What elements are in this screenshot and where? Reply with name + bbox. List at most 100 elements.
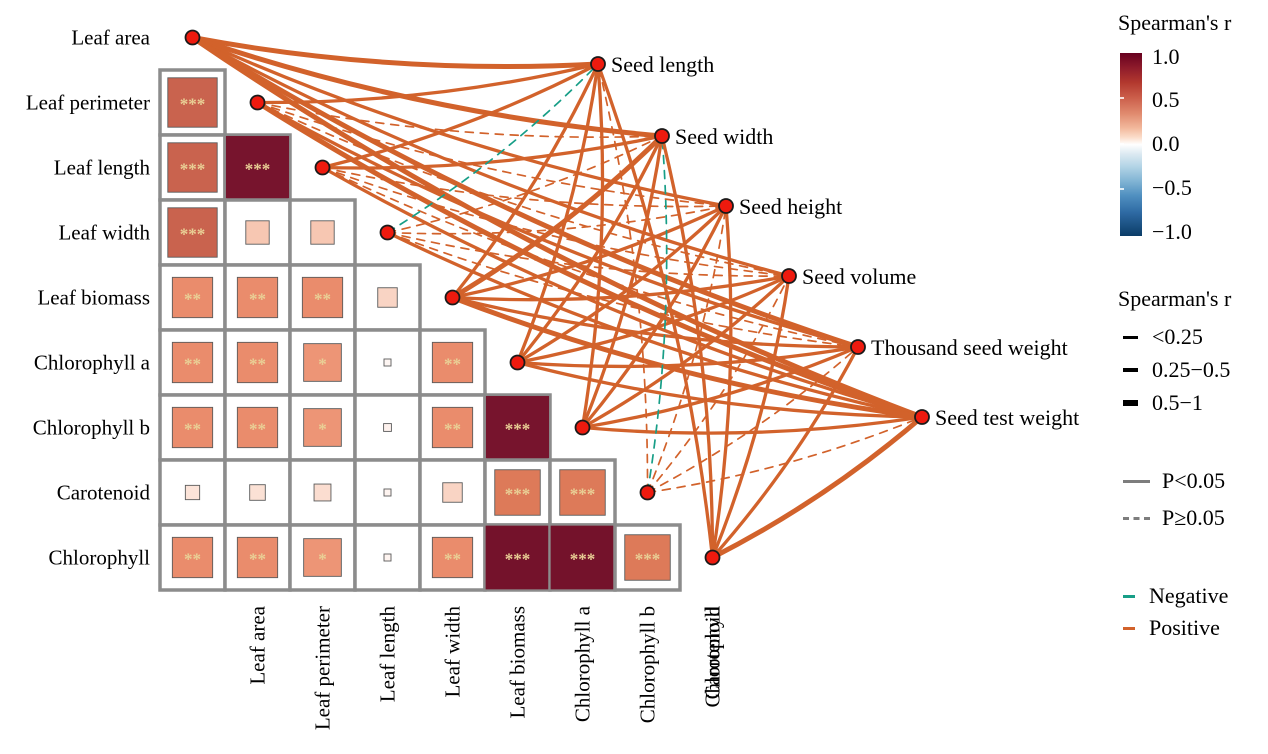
leaf-node-chlorophyll-b	[574, 419, 591, 436]
correlation-link	[597, 63, 649, 494]
seed-node-label: Seed height	[739, 194, 842, 219]
leaf-node-chlorophyll-a	[509, 354, 526, 371]
correlation-link	[515, 345, 860, 369]
colorbar-tickmark	[1120, 143, 1124, 145]
significance-stars: *	[318, 550, 327, 569]
significance-stars: ***	[635, 550, 661, 569]
colorbar-title: Spearman's r	[1118, 10, 1232, 35]
colorbar-tick--0.5: −0.5	[1152, 175, 1192, 200]
colorbar-tick-0.5: 0.5	[1152, 87, 1180, 112]
significance-stars: **	[184, 420, 201, 439]
correlation-link	[580, 134, 664, 430]
colorbar-gradient	[1120, 53, 1142, 236]
correlation-square	[383, 358, 392, 367]
leaf-column-label: Chlorophyll b	[636, 606, 660, 723]
width-legend-label: 0.25−0.5	[1152, 357, 1231, 382]
correlation-square	[245, 220, 270, 245]
colorbar-tick-0.0: 0.0	[1152, 131, 1180, 156]
correlation-square	[167, 207, 218, 258]
correlation-square	[431, 406, 474, 449]
seed-node-thousand-seed-weight	[850, 339, 866, 355]
leaf-column-label: Chlorophyll	[701, 606, 725, 708]
sign-legend-entry: Negative	[1123, 585, 1228, 607]
leaf-row-label: Leaf length	[54, 156, 151, 180]
leaf-node-carotenoid	[639, 484, 656, 501]
correlation-link	[255, 100, 860, 349]
correlation-square	[485, 525, 550, 590]
correlation-link	[580, 345, 860, 430]
correlation-link	[190, 35, 665, 139]
pvalue-legend-label: P≥0.05	[1162, 505, 1225, 530]
correlation-link	[255, 62, 600, 105]
significance-stars: ***	[180, 95, 206, 114]
seed-node-label: Seed volume	[802, 264, 916, 289]
leaf-node-leaf-area	[184, 29, 201, 46]
correlation-square	[171, 341, 214, 384]
seed-node-label: Seed width	[675, 124, 773, 149]
colorbar-tickmark	[1120, 188, 1124, 190]
correlation-link	[515, 204, 728, 365]
correlation-square	[377, 287, 398, 308]
correlation-square	[303, 408, 342, 447]
correlation-link	[190, 35, 601, 70]
leaf-row-label: Leaf width	[58, 221, 150, 245]
correlation-square	[383, 488, 392, 497]
leaf-row-label: Chlorophyll a	[34, 351, 151, 375]
correlation-link	[321, 166, 790, 277]
leaf-node-leaf-width	[379, 224, 396, 241]
correlation-link	[515, 134, 664, 365]
correlation-square	[624, 534, 671, 581]
significance-stars: **	[249, 355, 266, 374]
correlation-square	[383, 423, 392, 432]
width-legend-label: 0.5−1	[1152, 390, 1203, 415]
significance-stars: **	[444, 420, 461, 439]
leaf-row-label: Leaf area	[71, 26, 150, 50]
colorbar-tick--1.0: −1.0	[1152, 219, 1192, 244]
leaf-node-leaf-biomass	[444, 289, 461, 306]
correlation-link	[515, 360, 924, 419]
pvalue-legend-entry: P≥0.05	[1123, 507, 1225, 529]
leaf-column-label: Leaf perimeter	[311, 606, 335, 730]
significance-stars: ***	[505, 550, 531, 569]
significance-stars: ***	[505, 420, 531, 439]
correlation-link	[256, 101, 663, 139]
significance-stars: ***	[180, 160, 206, 179]
significance-stars: ***	[570, 485, 596, 504]
correlation-link	[580, 274, 791, 430]
leaf-row-label: Leaf biomass	[37, 286, 150, 310]
solid-line-swatch	[1123, 479, 1150, 483]
significance-stars: **	[184, 290, 201, 309]
leaf-node-leaf-length	[314, 159, 331, 176]
correlation-square	[559, 469, 606, 516]
seed-node-seed-test-weight	[914, 409, 930, 425]
correlation-link	[580, 62, 605, 430]
width-legend-label: <0.25	[1152, 324, 1203, 349]
seed-node-seed-volume	[781, 268, 797, 284]
significance-stars: ***	[570, 550, 596, 569]
matrix-cell	[223, 198, 292, 267]
significance-stars: ***	[245, 160, 271, 179]
correlation-link	[710, 414, 925, 560]
correlation-link	[320, 62, 600, 170]
correlation-square	[550, 525, 615, 590]
width-legend-entry: <0.25	[1123, 326, 1203, 348]
correlation-square	[431, 341, 474, 384]
correlation-square	[167, 77, 218, 128]
sign-legend-label: Negative	[1149, 583, 1229, 608]
leaf-row-label: Chlorophyll b	[33, 416, 150, 440]
width-legend-entry: 0.5−1	[1123, 392, 1203, 414]
significance-stars: **	[249, 550, 266, 569]
dashed-line-swatch	[1123, 516, 1150, 520]
leaf-column-label: Leaf biomass	[506, 606, 530, 719]
leaf-column-label: Leaf width	[441, 606, 465, 698]
significance-stars: *	[318, 355, 327, 374]
leaf-row-label: Leaf perimeter	[26, 91, 150, 115]
correlation-link	[386, 231, 859, 348]
correlation-square	[236, 276, 279, 319]
seed-node-seed-length	[590, 56, 606, 72]
matrix-cell	[288, 523, 357, 592]
correlation-square	[310, 220, 335, 245]
negative-line-swatch	[1123, 594, 1135, 598]
significance-stars: **	[184, 355, 201, 374]
leaf-column-label: Carotenoid	[701, 606, 725, 700]
